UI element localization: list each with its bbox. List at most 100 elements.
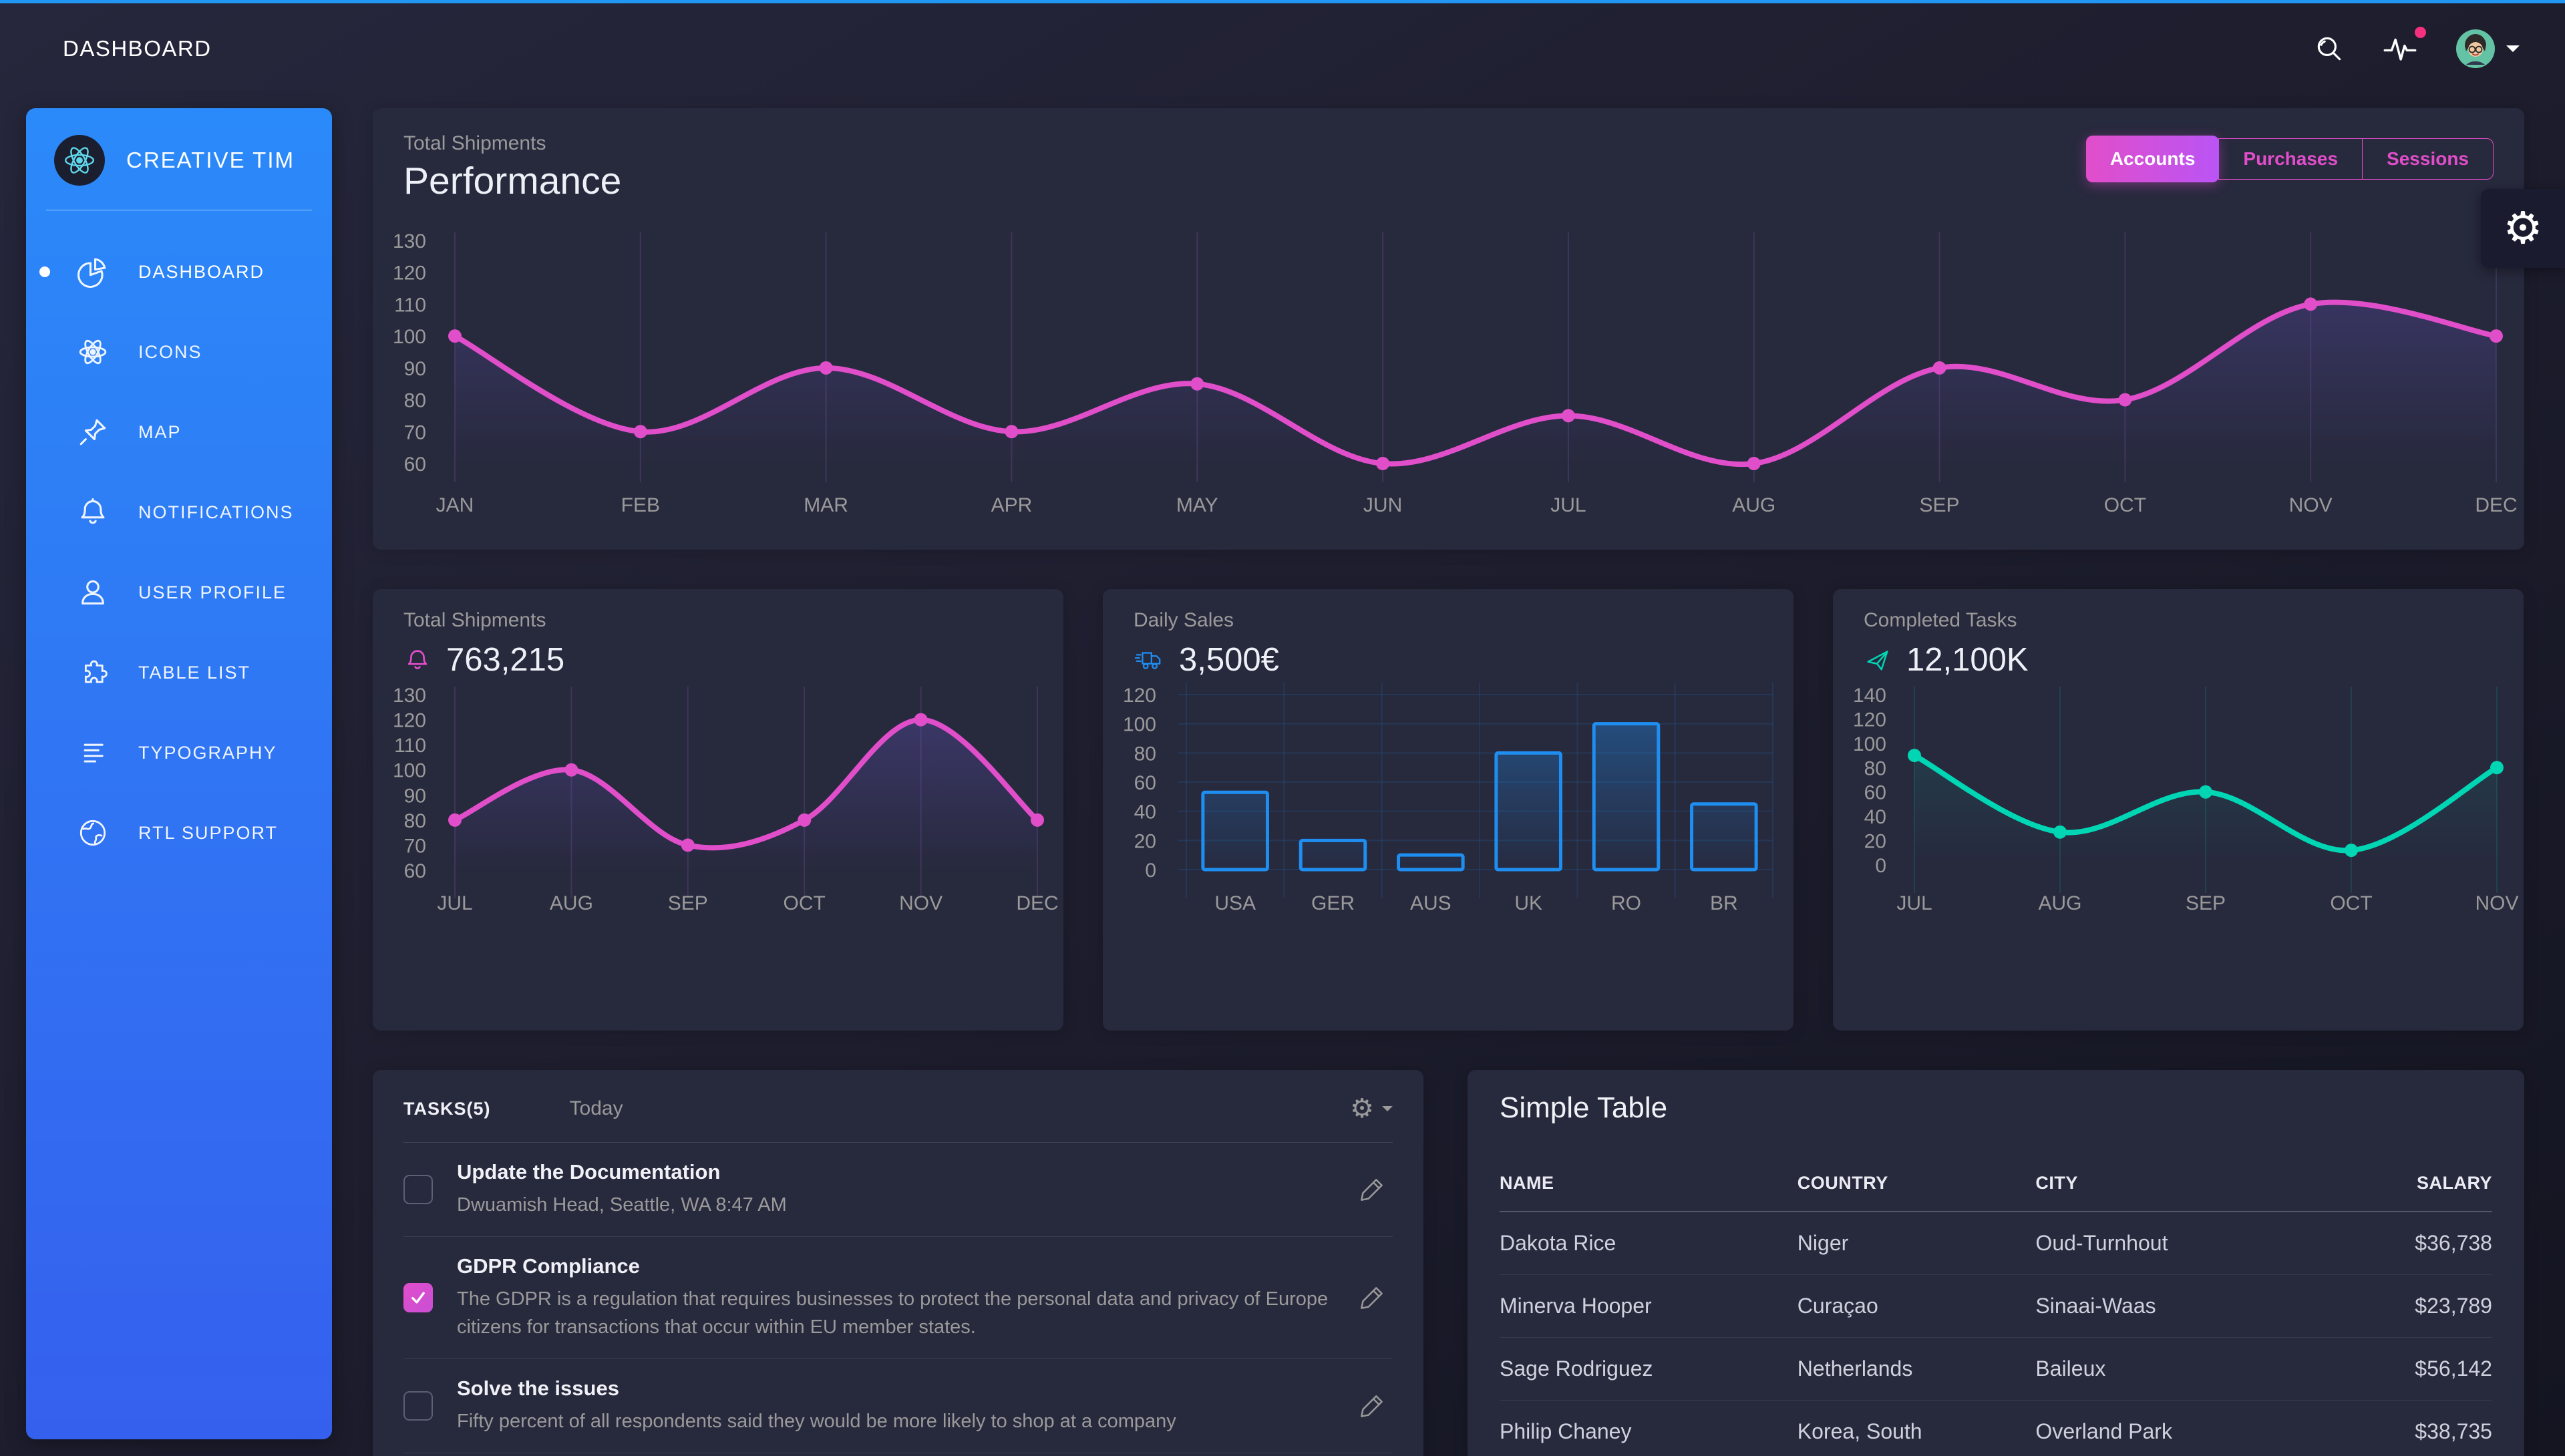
cell-country: Niger: [1797, 1231, 1849, 1255]
search-icon[interactable]: [2314, 33, 2345, 64]
column-header: SALARY: [2416, 1173, 2492, 1193]
activity-notifications-icon[interactable]: [2383, 26, 2426, 63]
task-checkbox-unchecked[interactable]: [403, 1391, 433, 1421]
svg-text:100: 100: [393, 760, 426, 782]
stat-label: Total Shipments: [403, 609, 546, 631]
completed-tasks-card: Completed Tasks 12,100K 0 20 40 60 80 100 120 1…: [1833, 589, 2524, 1031]
sidebar-brand[interactable]: CREATIVE TIM: [26, 108, 332, 186]
user-icon: [81, 580, 104, 605]
svg-text:40: 40: [1134, 801, 1156, 824]
cell-salary: $36,738: [2415, 1231, 2492, 1255]
sidebar-item-rtl-support[interactable]: RTL SUPPORT: [26, 793, 332, 873]
task-row: Update the Documentation Dwuamish Head, …: [403, 1143, 1393, 1238]
svg-text:80: 80: [1134, 743, 1156, 765]
sidebar-item-user-profile[interactable]: USER PROFILE: [26, 552, 332, 632]
svg-text:JAN: JAN: [436, 494, 474, 516]
cell-country: Korea, South: [1797, 1419, 1922, 1443]
active-indicator-dot: [39, 266, 50, 277]
svg-text:60: 60: [404, 860, 426, 882]
svg-text:DEC: DEC: [1016, 892, 1058, 914]
toggle-sessions-button[interactable]: Sessions: [2362, 138, 2494, 180]
column-header: NAME: [1500, 1173, 1554, 1193]
svg-text:120: 120: [393, 262, 426, 285]
task-row: Solve the issues Fifty percent of all re…: [403, 1359, 1393, 1454]
svg-text:AUS: AUS: [1410, 892, 1451, 914]
svg-text:140: 140: [1853, 685, 1886, 707]
task-title: Solve the issues: [457, 1377, 619, 1401]
sidebar-item-label: TYPOGRAPHY: [138, 742, 277, 763]
svg-text:20: 20: [1864, 831, 1886, 853]
svg-text:JUL: JUL: [1896, 892, 1932, 914]
task-checkbox-checked[interactable]: [403, 1283, 433, 1313]
tasks-title: TASKS(5): [403, 1098, 491, 1119]
sidebar-item-typography[interactable]: TYPOGRAPHY: [26, 713, 332, 793]
performance-card-subtitle: Total Shipments: [403, 132, 546, 154]
svg-text:MAR: MAR: [804, 494, 848, 516]
tasks-card: TASKS(5) Today ⚙ Update the Documentatio…: [373, 1070, 1423, 1456]
table-row: Dakota Rice Niger Oud-Turnhout $36,738: [1500, 1212, 2492, 1275]
edit-pencil-icon[interactable]: [1357, 1282, 1387, 1313]
svg-text:70: 70: [404, 835, 426, 857]
sidebar-item-map[interactable]: MAP: [26, 392, 332, 472]
sidebar-item-label: TABLE LIST: [138, 662, 251, 683]
column-header: COUNTRY: [1797, 1173, 1888, 1193]
column-header: CITY: [2035, 1173, 2078, 1193]
svg-text:100: 100: [1853, 733, 1886, 755]
svg-text:130: 130: [393, 230, 426, 252]
cell-city: Oud-Turnhout: [2035, 1231, 2168, 1255]
edit-pencil-icon[interactable]: [1357, 1174, 1387, 1205]
svg-text:0: 0: [1145, 860, 1156, 882]
svg-text:40: 40: [1864, 806, 1886, 828]
chevron-down-icon: [1382, 1106, 1393, 1111]
svg-text:NOV: NOV: [2289, 494, 2333, 516]
atom-icon: [79, 339, 107, 365]
svg-text:20: 20: [1134, 830, 1156, 852]
chart-toggle-group: Accounts Purchases Sessions: [2085, 136, 2494, 182]
svg-text:GER: GER: [1311, 892, 1355, 914]
task-checkbox-unchecked[interactable]: [403, 1175, 433, 1205]
performance-card-title: Performance: [403, 160, 622, 202]
svg-text:SEP: SEP: [1920, 494, 1960, 516]
cell-salary: $38,735: [2415, 1419, 2492, 1443]
cell-name: Minerva Hooper: [1500, 1294, 1652, 1318]
top-accent-line: [0, 0, 2565, 3]
simple-table-card: Simple Table NAME COUNTRY CITY SALARY Da…: [1468, 1070, 2524, 1456]
svg-text:SEP: SEP: [668, 892, 708, 914]
table-title: Simple Table: [1500, 1091, 1668, 1124]
sidebar-item-notifications[interactable]: NOTIFICATIONS: [26, 472, 332, 552]
cell-salary: $56,142: [2415, 1356, 2492, 1381]
user-menu[interactable]: [2455, 29, 2520, 69]
stat-value: 3,500€: [1179, 642, 1279, 678]
svg-text:70: 70: [404, 421, 426, 443]
page-title: DASHBOARD: [63, 35, 212, 61]
globe-icon: [79, 820, 106, 846]
svg-text:OCT: OCT: [784, 892, 826, 914]
divider: [403, 1142, 1393, 1143]
check-icon: [411, 1292, 425, 1304]
sidebar-item-label: DASHBOARD: [138, 261, 265, 282]
sidebar-item-dashboard[interactable]: DASHBOARD: [26, 232, 332, 312]
toggle-accounts-button[interactable]: Accounts: [2085, 136, 2220, 182]
stat-value: 763,215: [446, 642, 565, 678]
avatar: [2456, 29, 2495, 68]
sidebar-item-icons[interactable]: ICONS: [26, 312, 332, 392]
sidebar-item-label: USER PROFILE: [138, 582, 287, 602]
navbar-actions: [2314, 3, 2520, 94]
cell-city: Baileux: [2035, 1356, 2106, 1381]
settings-button[interactable]: ⚙: [2481, 189, 2565, 268]
performance-card: Total Shipments Performance Accounts Pur…: [373, 108, 2524, 550]
task-row: Release v2.0.0: [403, 1453, 1393, 1456]
tasks-options-button[interactable]: ⚙: [1350, 1095, 1393, 1122]
cell-name: Sage Rodriguez: [1500, 1356, 1653, 1381]
table-row: Minerva Hooper Curaçao Sinaai-Waas $23,7…: [1500, 1275, 2492, 1338]
top-navbar: DASHBOARD: [0, 3, 2565, 94]
svg-text:80: 80: [404, 810, 426, 832]
svg-text:JUN: JUN: [1363, 494, 1402, 516]
sidebar-item-table-list[interactable]: TABLE LIST: [26, 632, 332, 713]
svg-text:110: 110: [394, 735, 426, 757]
svg-text:JUL: JUL: [437, 892, 472, 914]
edit-pencil-icon[interactable]: [1357, 1391, 1387, 1421]
toggle-purchases-button[interactable]: Purchases: [2218, 138, 2363, 180]
svg-text:60: 60: [1864, 782, 1886, 804]
react-logo-icon: [54, 135, 105, 186]
